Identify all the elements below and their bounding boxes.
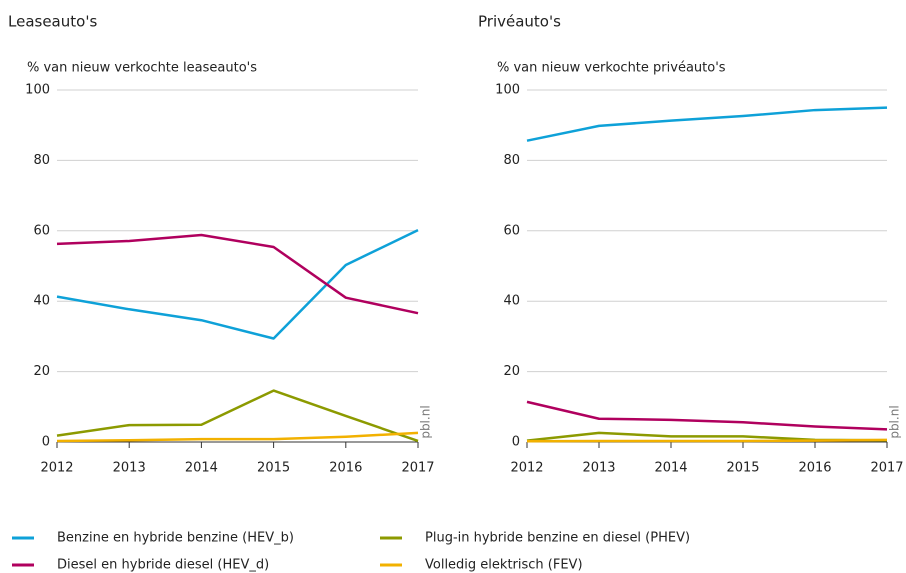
x-tick-label: 2013 <box>113 461 146 476</box>
x-tick-label: 2012 <box>40 461 73 476</box>
y-tick-label: 0 <box>512 435 520 450</box>
annotation: pbl.nl <box>888 405 902 438</box>
x-tick-label: 2014 <box>654 461 687 476</box>
x-tick-label: 2016 <box>798 461 831 476</box>
y-tick-label: 60 <box>33 223 50 238</box>
series-line <box>526 106 888 142</box>
y-tick-label: 20 <box>503 364 520 379</box>
y-tick-label: 80 <box>33 153 50 168</box>
series-line <box>526 438 888 443</box>
x-tick-label: 2015 <box>726 461 759 476</box>
series-line <box>56 233 419 315</box>
panel-title: Privéauto's <box>478 13 561 31</box>
x-tick-label: 2017 <box>870 461 903 476</box>
y-tick-label: 60 <box>503 223 520 238</box>
y-tick-label: 20 <box>33 364 50 379</box>
y-tick-label: 0 <box>42 435 50 450</box>
panel-title: Leaseauto's <box>8 13 97 31</box>
x-tick-label: 2014 <box>185 461 218 476</box>
y-axis-label: % van nieuw verkochte privéauto's <box>497 61 726 76</box>
y-tick-label: 80 <box>503 153 520 168</box>
y-tick-label: 100 <box>495 83 520 98</box>
legend-label: Benzine en hybride benzine (HEV_b) <box>57 531 294 546</box>
x-tick-label: 2012 <box>510 461 543 476</box>
x-tick-label: 2016 <box>329 461 362 476</box>
series-line <box>56 431 419 443</box>
x-tick-label: 2017 <box>401 461 434 476</box>
series-line <box>56 228 419 340</box>
y-tick-label: 40 <box>33 294 50 309</box>
annotation: pbl.nl <box>419 405 433 438</box>
series-line <box>526 400 888 431</box>
y-tick-label: 100 <box>25 83 50 98</box>
legend-label: Plug-in hybride benzine en diesel (PHEV) <box>425 531 690 546</box>
y-axis-label: % van nieuw verkochte leaseauto's <box>27 61 257 76</box>
legend-label: Diesel en hybride diesel (HEV_d) <box>57 558 269 573</box>
x-tick-label: 2015 <box>257 461 290 476</box>
y-tick-label: 40 <box>503 294 520 309</box>
legend-label: Volledig elektrisch (FEV) <box>425 558 583 573</box>
x-tick-label: 2013 <box>582 461 615 476</box>
series-line <box>56 389 419 443</box>
